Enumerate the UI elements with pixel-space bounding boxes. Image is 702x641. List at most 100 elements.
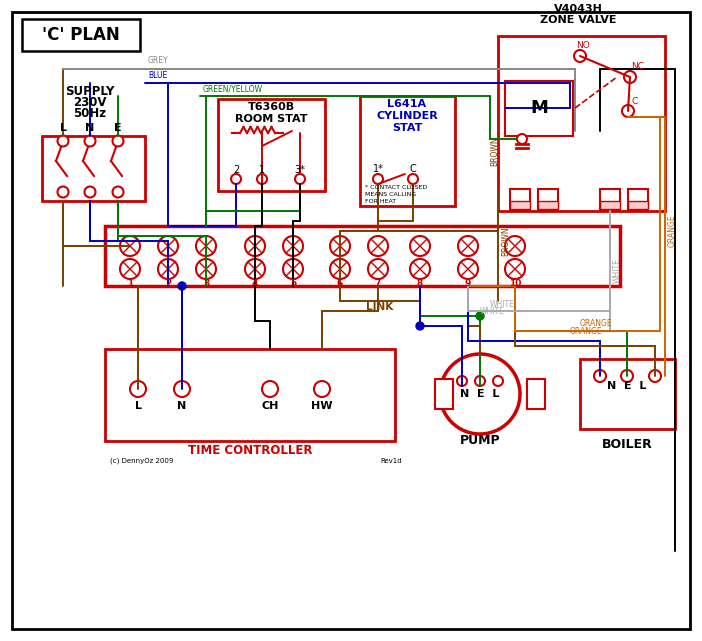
Text: GREEN/YELLOW: GREEN/YELLOW — [203, 84, 263, 93]
Circle shape — [112, 187, 124, 197]
Circle shape — [594, 370, 606, 382]
Text: (c) DennyOz 2009: (c) DennyOz 2009 — [110, 458, 173, 464]
Bar — [628, 201, 648, 209]
Text: L: L — [135, 401, 142, 411]
Circle shape — [373, 174, 383, 184]
Circle shape — [368, 259, 388, 279]
Text: WHITE: WHITE — [613, 258, 622, 283]
Text: N: N — [86, 123, 95, 133]
Circle shape — [84, 135, 95, 147]
Circle shape — [257, 174, 267, 184]
Text: FOR HEAT: FOR HEAT — [365, 199, 396, 204]
Bar — [505, 81, 573, 136]
Bar — [580, 359, 675, 429]
Circle shape — [493, 376, 503, 386]
Bar — [22, 19, 140, 51]
Bar — [218, 99, 325, 191]
Circle shape — [475, 376, 485, 386]
Circle shape — [245, 259, 265, 279]
Bar — [510, 201, 530, 209]
Text: HW: HW — [311, 401, 333, 411]
Text: PUMP: PUMP — [460, 435, 501, 447]
Text: * CONTACT CLOSED: * CONTACT CLOSED — [365, 185, 428, 190]
Text: NO: NO — [576, 40, 590, 49]
Circle shape — [295, 174, 305, 184]
Circle shape — [196, 259, 216, 279]
Text: ORANGE: ORANGE — [570, 326, 602, 335]
Circle shape — [158, 259, 178, 279]
Circle shape — [408, 174, 418, 184]
Text: 1*: 1* — [373, 164, 383, 174]
Text: CYLINDER: CYLINDER — [376, 111, 438, 121]
Text: N  E  L: N E L — [607, 381, 647, 391]
Text: STAT: STAT — [392, 123, 422, 133]
Text: 9: 9 — [465, 278, 471, 288]
Text: MEANS CALLING: MEANS CALLING — [365, 192, 416, 197]
Text: GREY: GREY — [148, 56, 168, 65]
Bar — [628, 189, 648, 211]
Bar — [105, 226, 620, 286]
Text: 5: 5 — [290, 278, 296, 288]
Text: WHITE: WHITE — [490, 300, 515, 309]
Text: 2: 2 — [165, 278, 171, 288]
Text: ORANGE: ORANGE — [580, 319, 613, 328]
Text: 8: 8 — [417, 278, 423, 288]
Circle shape — [476, 312, 484, 320]
Text: BOILER: BOILER — [602, 438, 652, 451]
Circle shape — [314, 381, 330, 397]
Text: TIME CONTROLLER: TIME CONTROLLER — [187, 444, 312, 458]
Text: Rev1d: Rev1d — [380, 458, 402, 464]
Bar — [105, 349, 395, 441]
Bar — [527, 379, 545, 409]
Circle shape — [458, 236, 478, 256]
Bar — [510, 189, 530, 211]
Text: NC: NC — [632, 62, 644, 71]
Circle shape — [120, 236, 140, 256]
Circle shape — [178, 282, 186, 290]
Text: M: M — [530, 99, 548, 117]
Text: 2: 2 — [233, 165, 239, 175]
Circle shape — [649, 370, 661, 382]
Circle shape — [196, 236, 216, 256]
Circle shape — [410, 259, 430, 279]
Circle shape — [440, 354, 520, 434]
Bar — [498, 36, 665, 211]
Circle shape — [283, 259, 303, 279]
Circle shape — [174, 381, 190, 397]
Text: 3*: 3* — [295, 165, 305, 175]
Circle shape — [330, 259, 350, 279]
Text: V4043H: V4043H — [554, 4, 602, 14]
Text: ROOM STAT: ROOM STAT — [234, 114, 307, 124]
Text: CH: CH — [261, 401, 279, 411]
Circle shape — [158, 236, 178, 256]
Bar — [600, 189, 620, 211]
Text: L: L — [60, 123, 67, 133]
Circle shape — [58, 135, 69, 147]
Text: 4: 4 — [252, 278, 258, 288]
Text: N: N — [178, 401, 187, 411]
Circle shape — [505, 236, 525, 256]
Circle shape — [621, 370, 633, 382]
Text: T6360B: T6360B — [247, 102, 295, 112]
Text: BROWN: BROWN — [501, 226, 510, 256]
Circle shape — [368, 236, 388, 256]
Text: 'C' PLAN: 'C' PLAN — [42, 26, 120, 44]
Circle shape — [410, 236, 430, 256]
Text: ZONE VALVE: ZONE VALVE — [540, 15, 616, 25]
Circle shape — [112, 135, 124, 147]
Text: 230V: 230V — [73, 96, 107, 108]
Bar — [435, 379, 453, 409]
Circle shape — [245, 236, 265, 256]
Bar — [360, 96, 455, 206]
Bar — [538, 201, 558, 209]
Text: WHITE: WHITE — [480, 306, 505, 315]
Circle shape — [517, 134, 527, 144]
Text: 1: 1 — [259, 165, 265, 175]
Bar — [600, 201, 620, 209]
Text: E: E — [114, 123, 122, 133]
Circle shape — [505, 259, 525, 279]
Bar — [42, 136, 145, 201]
Circle shape — [84, 187, 95, 197]
Text: ORANGE: ORANGE — [668, 215, 677, 247]
Text: 7: 7 — [375, 278, 381, 288]
